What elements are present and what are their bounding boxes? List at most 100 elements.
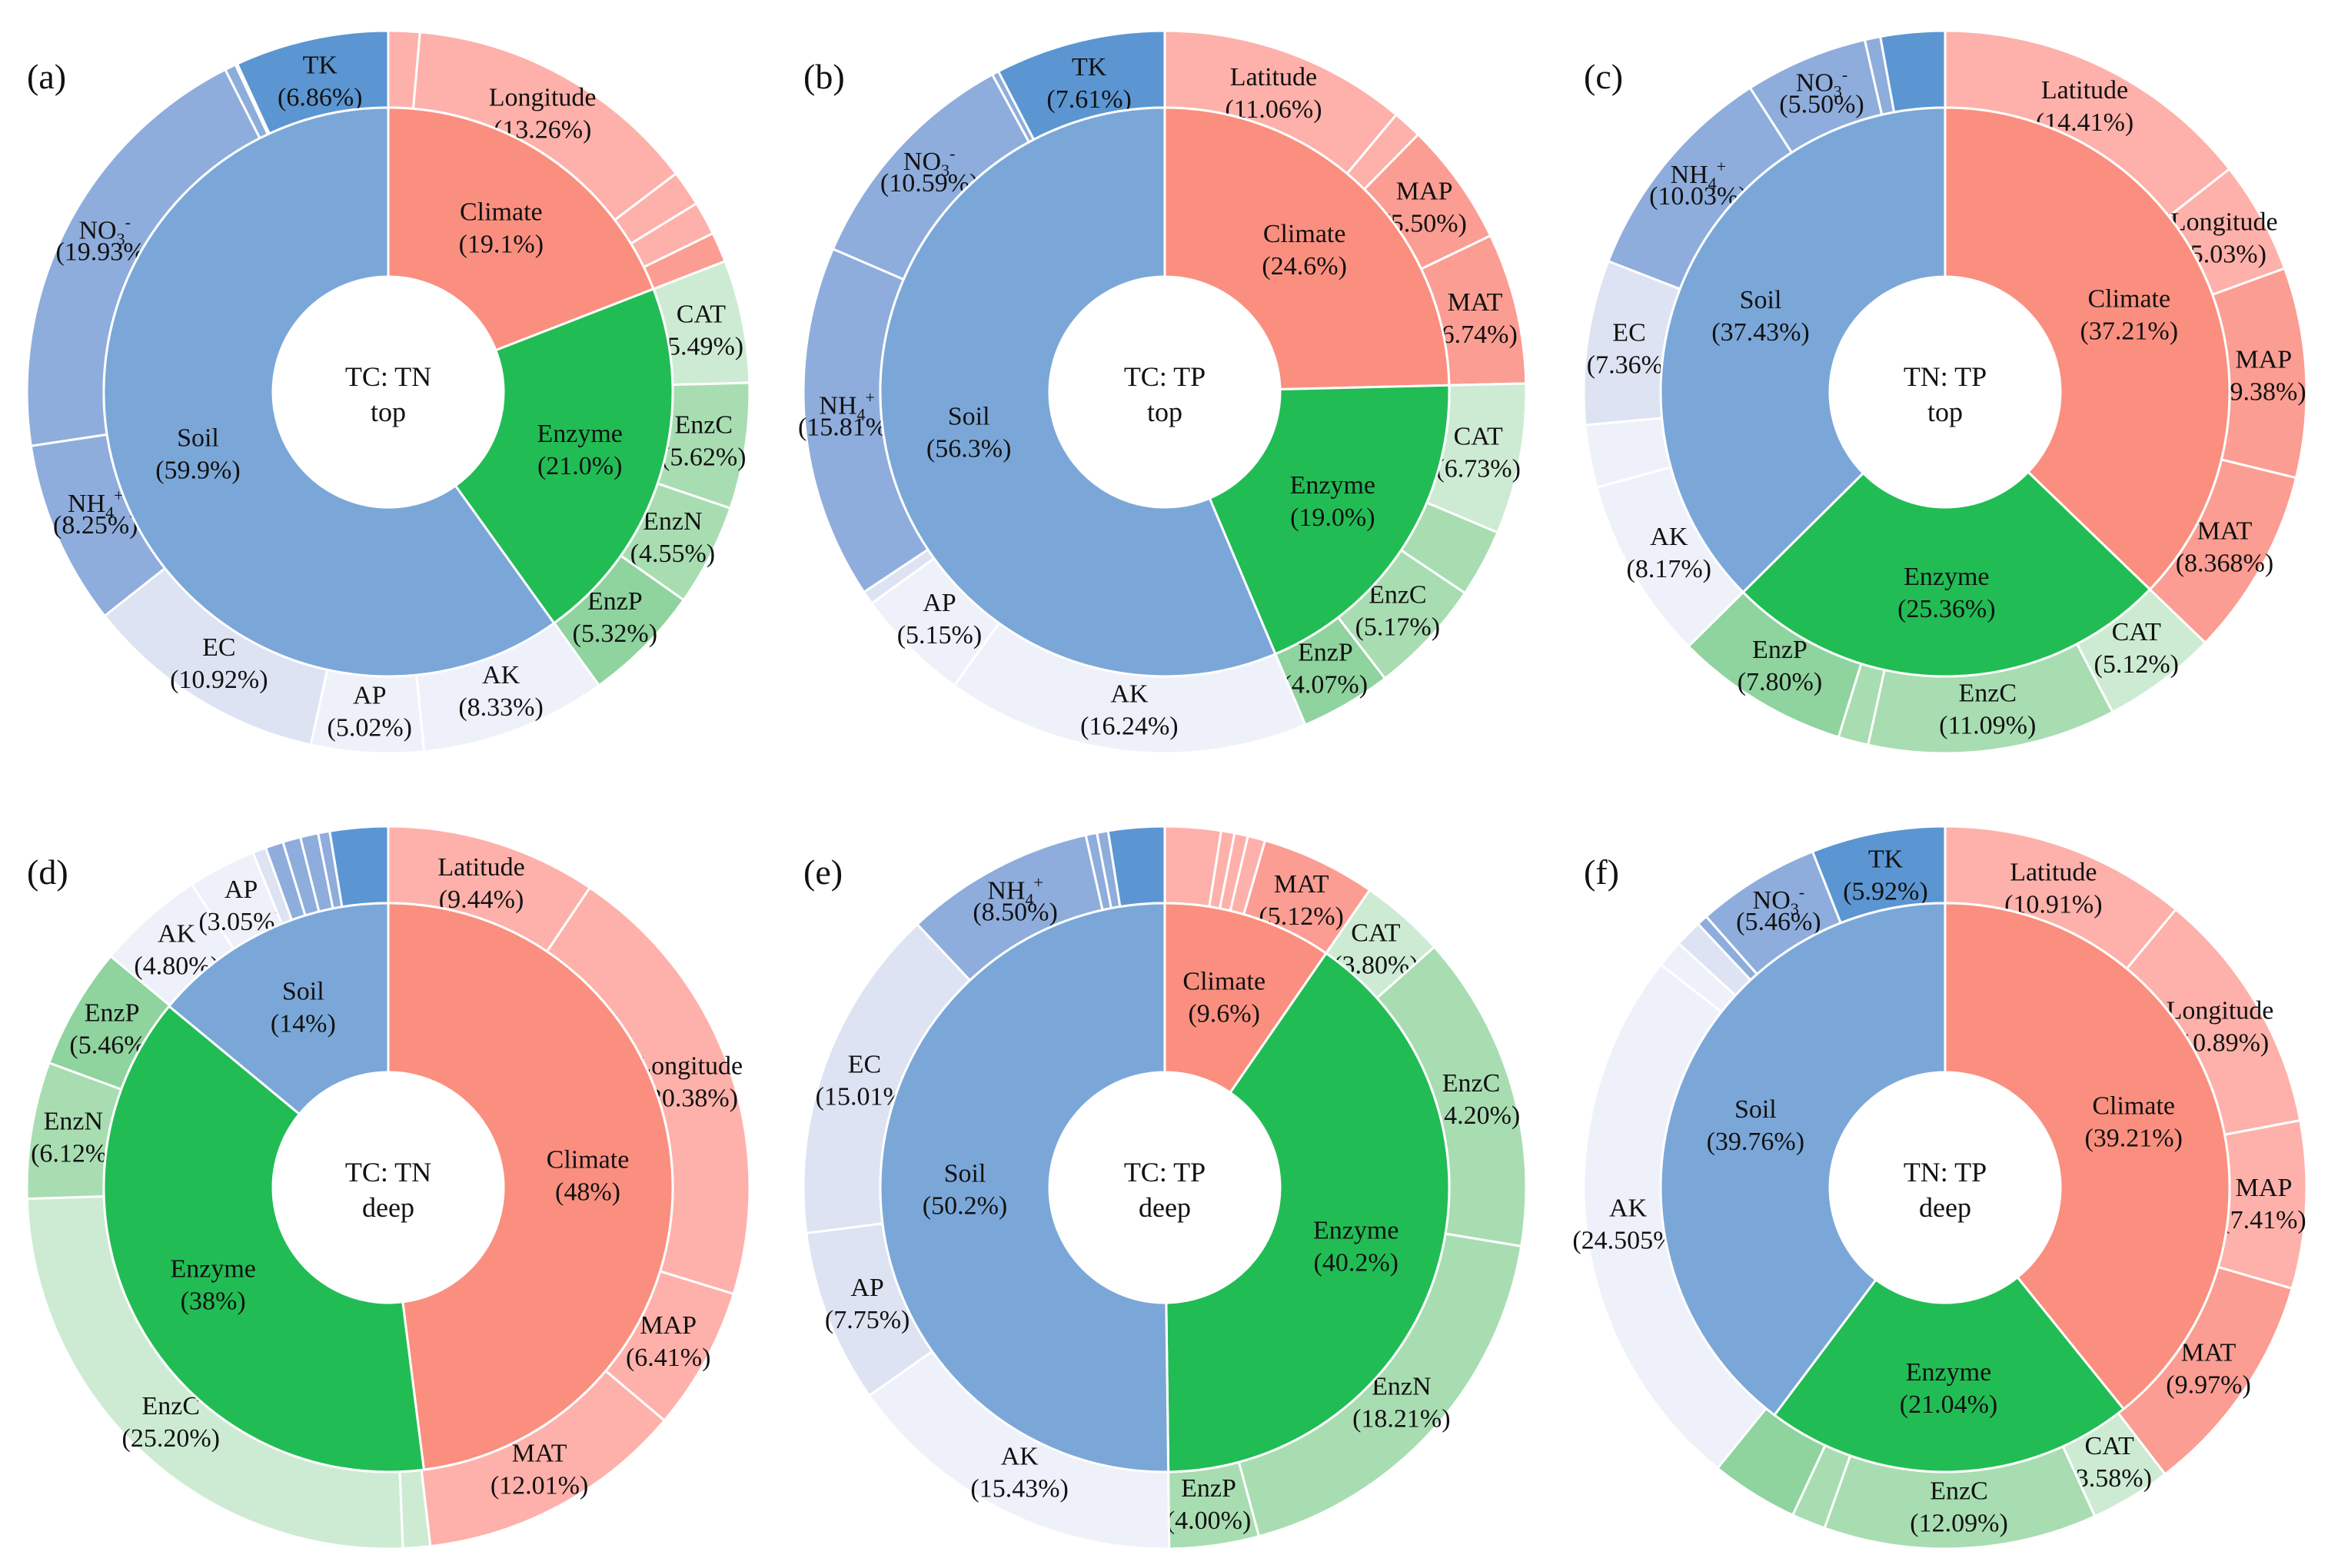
outer-label-mat-label: MAT [2181,1338,2237,1367]
outer-label-ap-pct: (5.02%) [328,713,412,742]
center-label: TC: TP deep [1124,1157,1206,1223]
inner-label-climate: Climate (24.6%) [1262,220,1346,281]
outer-label-ak: AK (8.17%) [1627,523,1711,583]
inner-label-enzyme: Enzyme (40.2%) [1313,1217,1398,1277]
outer-label-ap-label: AP [224,875,258,904]
inner-label-enzyme-label: Enzyme [537,420,623,448]
outer-label-ec-pct: (10.92%) [170,666,268,694]
inner-label-soil-label: Soil [948,403,990,431]
outer-label-enzc-label: EnzC [141,1392,200,1420]
outer-label-ap: AP (5.15%) [897,589,982,649]
outer-label-enzn-label: EnzN [643,507,702,536]
outer-label-cat-label: CAT [1351,919,1400,948]
outer-label-enzp-label: EnzP [85,998,140,1027]
center-label-line: deep [362,1192,414,1223]
inner-label-enzyme: Enzyme (38%) [170,1254,255,1315]
outer-label-longitude-label: Longitude [635,1052,743,1081]
panel-label: (d) [27,852,68,892]
outer-label-mat-label: MAT [512,1439,567,1467]
inner-label-climate: Climate (48%) [547,1146,630,1207]
center-label-line: TC: TN [345,1157,431,1188]
inner-label-enzyme-pct: (38%) [181,1287,246,1315]
inner-label-soil-label: Soil [282,978,324,1006]
outer-label-enzp-label: EnzP [1752,636,1808,664]
outer-label-ak: AK (4.80%) [134,919,218,980]
outer-label-latitude: Latitude (14.41%) [2036,76,2133,137]
outer-label-enzn-pct: (6.12%) [31,1140,115,1168]
inner-label-soil-label: Soil [177,424,219,453]
sunburst-tc-tn-deep: (d) Latitude (9.44%)Longitude (20.38%)MAP (6… [25,825,751,1550]
inner-label-climate-pct: (39.21%) [2084,1125,2182,1153]
outer-label-enzp-pct: (7.80%) [1738,668,1822,696]
inner-label-soil-pct: (14%) [271,1010,336,1038]
outer-label-mat-pct: (9.97%) [2166,1370,2250,1399]
outer-label-cat-pct: (5.49%) [659,332,743,360]
outer-label-ak: AK (8.33%) [458,661,543,722]
center-label-line: TC: TP [1124,1157,1206,1188]
outer-label-nh4-pct: (8.25%) [53,511,138,540]
outer-label-nh4-label: NH4+ [1671,157,1727,193]
outer-label-enzp-label: EnzP [587,587,643,616]
outer-label-ak-label: AK [1001,1443,1039,1471]
inner-label-climate-pct: (37.21%) [2080,317,2178,345]
outer-label-enzc-pct: (25.20%) [122,1424,220,1453]
outer-label-cat-label: CAT [1454,423,1503,451]
outer-label-ec-pct: (7.36%) [1587,350,1671,379]
inner-label-enzyme: Enzyme (21.04%) [1900,1358,1997,1419]
outer-label-nh4: NH4+ (10.03%) [1649,157,1747,211]
outer-label-enzc-label: EnzC [1958,679,2017,707]
outer-label-ap-label: AP [353,681,386,709]
inner-label-climate-label: Climate [2087,284,2170,313]
outer-label-enzn: EnzN (4.55%) [630,507,715,568]
inner-label-enzyme-pct: (40.2%) [1314,1249,1398,1277]
outer-label-mat: MAT (12.01%) [491,1439,588,1500]
outer-label-enzp-pct: (4.07%) [1283,671,1368,699]
outer-label-tk: TK (5.92%) [1843,845,1927,905]
outer-label-enzc: EnzC (5.17%) [1355,581,1440,642]
outer-label-ak: AK (15.43%) [970,1443,1068,1503]
outer-label-mat: MAT (8.368%) [2176,517,2273,577]
outer-label-enzc: EnzC (5.62%) [661,410,746,471]
panel-label: (c) [1584,57,1623,96]
sunburst-tc-tp-deep: (e) MAT (5.12%)CAT (3.80%)EnzC (14.20%)EnzN(… [802,825,1528,1550]
center-label-line: top [1927,397,1963,427]
outer-label-enzc: EnzC (12.09%) [1910,1477,2007,1538]
outer-label-mat-pct: (6.74%) [1432,321,1517,349]
outer-label-mat-pct: (12.01%) [491,1471,588,1500]
outer-label-latitude-label: Latitude [437,853,524,882]
outer-label-tk-pct: (7.61%) [1046,85,1131,114]
outer-label-enzp: EnzP (4.00%) [1166,1474,1251,1535]
outer-label-enzp-pct: (4.00%) [1166,1507,1251,1535]
outer-label-enzn-label: EnzN [44,1108,103,1136]
center-label: TN: TP deep [1904,1157,1987,1223]
inner-label-enzyme-label: Enzyme [1290,471,1375,500]
center-label-line: top [1147,397,1182,427]
sunburst-tn-tp-top: (c) Latitude (14.41%) Longitude (5.03%) MAP (9… [1582,29,2308,755]
center-label: TN: TP top [1904,361,1987,427]
outer-label-ap-pct: (5.15%) [897,621,982,649]
outer-label-longitude-label: Longitude [2167,996,2274,1025]
outer-label-longitude-label: Longitude [489,84,597,112]
center-label: TC: TP top [1124,361,1206,427]
center-hole [273,1072,504,1303]
outer-label-enzp: EnzP (5.32%) [573,587,657,648]
outer-label-nh4: NH4+ (15.81%) [798,387,896,441]
outer-label-no3-pct: (5.46%) [1736,908,1821,936]
inner-label-climate-label: Climate [547,1146,630,1174]
inner-label-climate-label: Climate [460,198,543,226]
outer-label-enzc-pct: (5.62%) [661,443,746,471]
inner-label-soil: Soil (56.3%) [926,403,1011,463]
inner-label-soil: Soil (59.9%) [155,424,240,485]
inner-label-enzyme-label: Enzyme [1906,1358,1991,1387]
center-hole [273,277,504,507]
outer-label-mat-pct: (8.368%) [2176,549,2273,577]
outer-label-ak-label: AK [1650,523,1688,551]
inner-label-enzyme-pct: (19.0%) [1290,503,1375,532]
inner-label-climate: Climate (9.6%) [1182,968,1265,1028]
outer-label-map: MAP (7.41%) [2221,1174,2306,1234]
inner-label-climate-pct: (48%) [555,1178,620,1207]
inner-label-soil-pct: (56.3%) [926,435,1011,463]
panel-label: (b) [803,57,845,96]
panel-label: (e) [803,852,843,892]
